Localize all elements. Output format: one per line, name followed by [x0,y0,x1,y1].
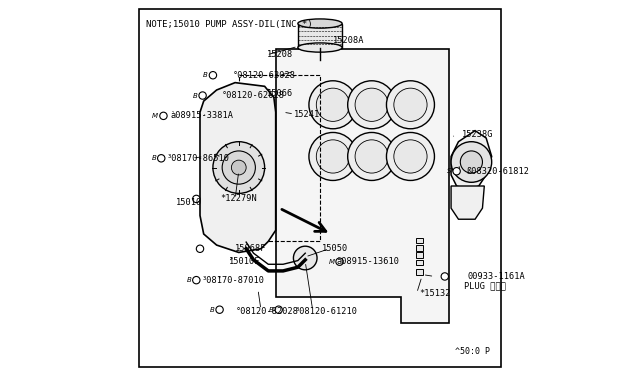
Circle shape [451,142,492,182]
Text: 15241: 15241 [294,109,321,119]
Circle shape [196,245,204,253]
Circle shape [348,81,396,129]
Text: *15132: *15132 [420,289,451,298]
Ellipse shape [298,19,342,28]
Bar [416,253,422,258]
Text: B: B [193,93,197,99]
Circle shape [441,273,449,280]
Text: ³08170-86510: ³08170-86510 [167,154,230,163]
Text: °08120-62028: °08120-62028 [222,91,285,100]
Circle shape [316,88,349,121]
Text: B: B [210,307,214,313]
Text: à08915-3381A: à08915-3381A [170,111,234,121]
Bar [416,245,422,251]
Text: *12279N: *12279N [220,195,257,203]
Text: 15238G: 15238G [462,130,493,139]
Polygon shape [451,186,484,219]
Circle shape [453,167,460,175]
Circle shape [348,132,396,180]
Text: °08120-82028: °08120-82028 [236,307,299,316]
Text: 15068F: 15068F [235,244,267,253]
Text: à08915-13610: à08915-13610 [337,257,399,266]
Text: PLUG プラグ: PLUG プラグ [464,281,506,290]
Circle shape [275,306,282,313]
Circle shape [460,151,483,173]
Circle shape [355,140,388,173]
Circle shape [213,142,264,193]
Bar [298,23,342,48]
Circle shape [209,71,216,79]
Text: B: B [186,277,191,283]
Circle shape [293,246,317,270]
Circle shape [355,88,388,121]
Polygon shape [276,49,449,323]
Text: ³08120-61210: ³08120-61210 [294,307,357,316]
Polygon shape [200,83,276,253]
Text: B: B [269,307,273,313]
Bar [416,260,422,265]
Text: ß08320-61812: ß08320-61812 [466,167,529,176]
Circle shape [199,92,206,99]
Circle shape [336,258,343,265]
Circle shape [316,140,349,173]
Circle shape [232,160,246,175]
Circle shape [193,276,200,284]
Circle shape [216,306,223,313]
Text: 15010F: 15010F [228,257,260,266]
Text: M: M [328,259,334,265]
Circle shape [193,195,200,203]
Circle shape [222,151,255,184]
Circle shape [387,81,435,129]
Circle shape [160,112,167,119]
Bar [239,75,320,241]
Bar [416,238,422,243]
Text: S: S [447,168,451,174]
Text: 15208A: 15208A [333,36,364,45]
Text: 00933-1161A: 00933-1161A [468,272,525,281]
Text: B: B [151,155,156,161]
Text: 15050: 15050 [322,244,348,253]
Ellipse shape [298,43,342,52]
Text: 15010: 15010 [176,198,202,207]
Circle shape [394,140,427,173]
Text: B: B [203,72,208,78]
Circle shape [157,155,165,162]
Text: 15066: 15066 [266,89,292,98]
Text: ^50:0 P: ^50:0 P [455,347,490,356]
Bar [416,269,422,275]
Circle shape [387,132,435,180]
Circle shape [309,81,357,129]
Text: 15208: 15208 [266,51,292,60]
Text: NOTE;15010 PUMP ASSY-DIL(INC.*): NOTE;15010 PUMP ASSY-DIL(INC.*) [147,20,313,29]
Text: ³08170-87010: ³08170-87010 [202,276,265,285]
Text: M: M [152,113,158,119]
Text: °08120-63028: °08120-63028 [233,71,296,80]
Circle shape [309,132,357,180]
Circle shape [394,88,427,121]
Polygon shape [451,131,492,190]
